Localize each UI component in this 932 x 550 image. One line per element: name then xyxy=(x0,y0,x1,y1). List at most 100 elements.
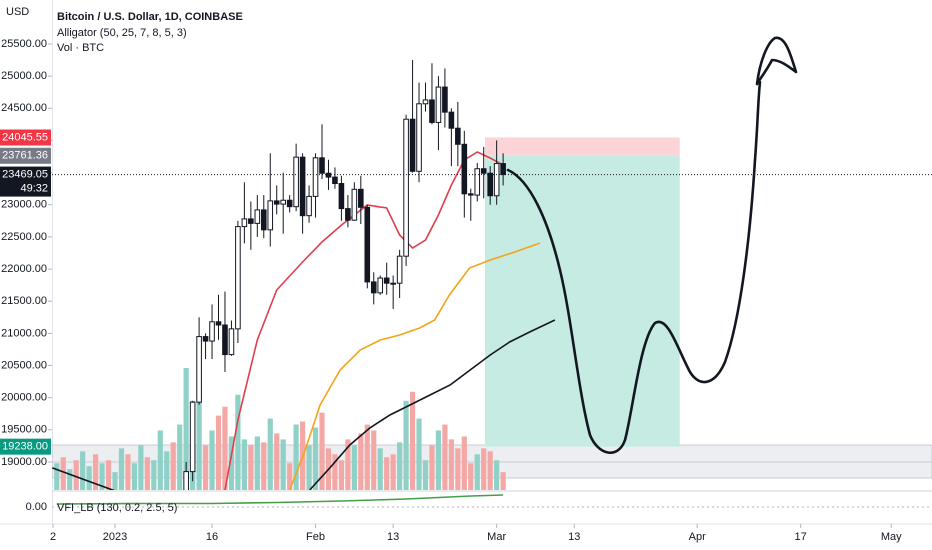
candle-body xyxy=(461,143,468,195)
volume-bar xyxy=(338,460,345,490)
candle-body xyxy=(422,99,429,105)
volume-bar xyxy=(332,454,338,490)
alligator-line xyxy=(52,319,556,490)
candle-body xyxy=(325,172,332,178)
candle-body xyxy=(390,282,396,285)
candle-body xyxy=(487,172,493,197)
volume-bar xyxy=(60,457,66,490)
volume-bar xyxy=(345,439,351,490)
volume-bar xyxy=(73,460,79,490)
volume-bar xyxy=(54,463,60,490)
loss-zone xyxy=(485,137,680,156)
candle-body xyxy=(235,226,241,330)
x-tick-label: 16 xyxy=(206,531,218,543)
volume-bar xyxy=(151,460,157,490)
volume-bar xyxy=(416,418,422,490)
volume-bar xyxy=(86,466,92,490)
volume-bar xyxy=(474,454,480,490)
volume-bar xyxy=(481,448,487,490)
candle-body xyxy=(467,193,474,196)
candle-body xyxy=(189,401,196,473)
volume-bar xyxy=(403,400,409,490)
volume-bar xyxy=(235,394,241,490)
volume-bar xyxy=(209,430,215,490)
candle-body xyxy=(319,157,325,174)
candle-body xyxy=(500,163,506,176)
volume-bar xyxy=(67,469,73,490)
candle-body xyxy=(241,218,248,228)
entry-label: 23761.36 xyxy=(2,150,48,162)
chart-title: Bitcoin / U.S. Dollar, 1D, COINBASE xyxy=(57,11,243,23)
y-tick-label: 21500.00 xyxy=(1,295,47,307)
volume-bar xyxy=(105,460,112,490)
candle-body xyxy=(429,99,435,123)
candle-body xyxy=(474,168,481,196)
y-tick-label: 21000.00 xyxy=(1,327,47,339)
x-tick-label: 2023 xyxy=(103,531,127,543)
candle-body xyxy=(254,209,261,224)
candle-body xyxy=(222,324,228,356)
x-tick-label: Mar xyxy=(487,531,506,543)
y-tick-label: 19500.00 xyxy=(1,424,47,436)
volume-bar xyxy=(461,436,467,490)
volume-bar xyxy=(112,472,118,490)
volume-bar xyxy=(319,412,325,490)
y-tick-label: 19000.00 xyxy=(1,456,47,468)
indicator-label: Alligator (50, 25, 7, 8, 5, 3) xyxy=(57,27,187,39)
candle-body xyxy=(377,277,384,294)
volume-bar xyxy=(280,439,286,490)
volume-bar xyxy=(267,418,273,490)
stop-label-box xyxy=(0,129,51,146)
candle-body xyxy=(202,336,209,342)
volume-bar xyxy=(409,391,416,490)
volume-bar xyxy=(500,472,506,490)
candle-body xyxy=(448,111,455,129)
candle-body xyxy=(442,86,448,113)
candle-body xyxy=(299,156,306,217)
candle-body xyxy=(351,188,358,221)
volume-bar xyxy=(422,460,429,490)
volume-bar xyxy=(125,454,131,490)
last-price-label: 23469.05 xyxy=(2,168,48,180)
volume-bar xyxy=(364,424,370,490)
candle-body xyxy=(280,199,286,205)
candle-body xyxy=(480,168,487,174)
x-tick-label: 13 xyxy=(568,531,580,543)
candle-body xyxy=(345,208,351,221)
candle-body xyxy=(403,118,409,257)
lower-pane xyxy=(52,494,932,508)
currency: USD xyxy=(6,6,29,18)
candle-body xyxy=(286,199,293,208)
volume-bar xyxy=(164,451,170,490)
volume-bar xyxy=(170,442,176,490)
volume-bar xyxy=(312,427,319,490)
lower-pane-title: VFI_LB (130, 0.2, 2.5, 5) xyxy=(57,502,177,514)
volume-bar xyxy=(455,448,461,490)
volume-bar xyxy=(92,454,99,490)
candle-body xyxy=(416,103,422,172)
volume-bar xyxy=(429,445,435,490)
volume-bar xyxy=(494,460,500,490)
volume-bar xyxy=(138,445,144,490)
volume-bar xyxy=(293,424,299,490)
y-tick-label: 25000.00 xyxy=(1,70,47,82)
x-tick-label: May xyxy=(881,531,902,543)
volume-bar xyxy=(358,433,364,490)
x-tick-label: Feb xyxy=(306,531,325,543)
candle-body xyxy=(338,183,345,210)
candle-body xyxy=(364,206,371,283)
volume-bar xyxy=(351,445,357,490)
candle-body xyxy=(332,176,338,185)
candle-body xyxy=(183,471,189,490)
hand-drawing xyxy=(506,36,798,454)
indicator-label: Vol · BTC xyxy=(57,42,104,54)
alligator-line xyxy=(288,242,541,490)
volume-bar xyxy=(228,436,235,490)
volume-bar xyxy=(222,406,228,490)
volume-bar xyxy=(487,451,493,490)
candle-body xyxy=(358,188,364,208)
candle-body xyxy=(409,118,416,172)
candle-body xyxy=(228,328,235,356)
main-pane xyxy=(52,60,932,490)
